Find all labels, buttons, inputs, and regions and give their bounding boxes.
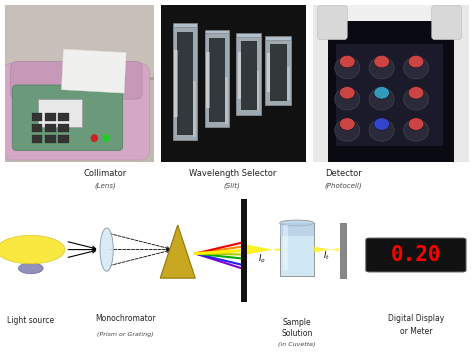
Text: (Prism or Grating): (Prism or Grating) (97, 332, 154, 337)
Ellipse shape (335, 88, 360, 110)
Text: 0.20: 0.20 (391, 245, 441, 265)
Bar (238, 52, 241, 99)
Bar (32, 135, 42, 143)
Bar (340, 223, 346, 278)
Ellipse shape (339, 55, 355, 68)
Ellipse shape (369, 57, 394, 79)
Bar (58, 113, 69, 121)
Bar (37, 99, 82, 127)
Bar (313, 5, 332, 162)
Text: Light source: Light source (7, 316, 55, 325)
Text: or Meter: or Meter (400, 327, 432, 336)
Polygon shape (247, 245, 280, 255)
Bar (206, 52, 210, 108)
Text: Solution: Solution (281, 329, 312, 338)
Text: (Lens): (Lens) (94, 182, 116, 189)
Bar (45, 135, 55, 143)
FancyBboxPatch shape (366, 238, 466, 272)
Bar (173, 23, 197, 27)
Polygon shape (160, 225, 195, 278)
Bar (205, 29, 229, 33)
Ellipse shape (408, 87, 424, 99)
Text: Digital Display: Digital Display (388, 314, 444, 323)
Bar (287, 67, 290, 100)
Bar (173, 27, 197, 140)
Ellipse shape (374, 118, 390, 130)
Text: Wavelength Selector: Wavelength Selector (189, 169, 276, 178)
Bar (450, 5, 469, 162)
Text: Detector: Detector (325, 169, 362, 178)
Circle shape (0, 235, 65, 264)
Bar (336, 44, 443, 146)
Bar (237, 37, 261, 115)
FancyBboxPatch shape (11, 61, 142, 99)
Ellipse shape (374, 87, 390, 99)
Bar (45, 113, 55, 121)
Bar (265, 40, 291, 105)
Ellipse shape (339, 118, 355, 130)
Bar (265, 36, 291, 40)
Bar (58, 124, 69, 132)
Text: $I_o$: $I_o$ (258, 253, 265, 265)
Bar (256, 71, 259, 110)
Ellipse shape (369, 88, 394, 110)
Ellipse shape (403, 88, 428, 110)
Circle shape (91, 134, 98, 142)
Bar (209, 38, 225, 122)
Text: Collimator: Collimator (83, 169, 127, 178)
FancyBboxPatch shape (12, 85, 123, 151)
Ellipse shape (100, 228, 113, 271)
Ellipse shape (374, 55, 390, 68)
Ellipse shape (408, 55, 424, 68)
Bar (5, 77, 154, 80)
Polygon shape (314, 247, 339, 252)
Bar (225, 77, 228, 124)
Bar (62, 49, 126, 93)
Bar (32, 113, 42, 121)
Text: (Photocell): (Photocell) (324, 182, 362, 189)
Circle shape (102, 134, 110, 142)
Ellipse shape (408, 118, 424, 130)
Ellipse shape (18, 263, 43, 274)
FancyBboxPatch shape (2, 63, 150, 160)
Text: Monochromator: Monochromator (95, 314, 156, 323)
Bar (5, 5, 154, 77)
Bar (237, 33, 261, 37)
Bar (205, 33, 229, 127)
Bar (58, 135, 69, 143)
Text: Sample: Sample (283, 318, 311, 327)
Text: (Slit): (Slit) (224, 182, 241, 189)
Ellipse shape (403, 57, 428, 79)
Bar (45, 124, 55, 132)
Bar (270, 44, 287, 100)
Bar (177, 32, 193, 135)
Ellipse shape (339, 87, 355, 99)
Bar (267, 53, 270, 92)
FancyBboxPatch shape (432, 5, 461, 40)
Text: $I_t$: $I_t$ (323, 249, 329, 262)
Text: (in Cuvette): (in Cuvette) (278, 342, 316, 347)
FancyBboxPatch shape (318, 5, 347, 40)
Ellipse shape (335, 119, 360, 141)
Bar (283, 225, 288, 270)
Ellipse shape (335, 57, 360, 79)
Bar (32, 124, 42, 132)
Bar (280, 223, 314, 276)
Ellipse shape (369, 119, 394, 141)
Ellipse shape (280, 220, 314, 226)
Bar (174, 50, 178, 117)
Bar (328, 21, 454, 162)
Bar (241, 200, 247, 302)
Bar (241, 41, 256, 110)
Bar (280, 223, 314, 236)
Ellipse shape (403, 119, 428, 141)
Bar (193, 81, 196, 137)
